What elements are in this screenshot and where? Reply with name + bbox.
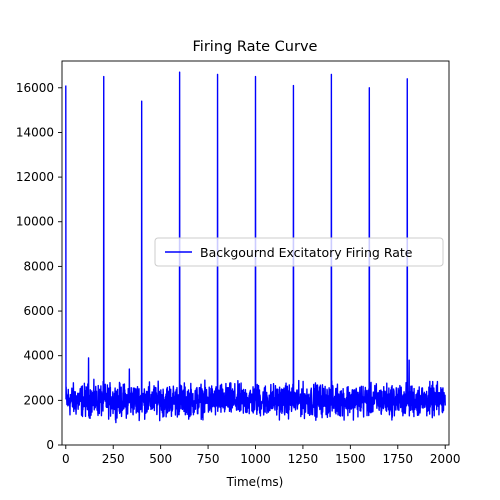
x-tick-label: 1750: [383, 452, 414, 466]
x-tick-label: 500: [149, 452, 172, 466]
chart-title: Firing Rate Curve: [193, 39, 318, 55]
x-tick-label: 250: [102, 452, 125, 466]
x-axis-ticks: 0 250 500 750 1000 1250 1500 1750 2000: [62, 445, 461, 466]
x-tick-label: 750: [197, 452, 220, 466]
plot-area: [65, 71, 446, 424]
legend-box: [154, 237, 444, 267]
y-axis-ticks: 0 2000 4000 6000 8000 10000 12000 14000 16000: [16, 81, 62, 452]
y-tick-label: 10000: [16, 215, 54, 229]
legend-entry-label: Backgournd Excitatory Firing Rate: [200, 245, 413, 260]
y-tick-label: 2000: [23, 393, 54, 407]
x-axis-label: Time(ms): [226, 475, 284, 489]
y-tick-label: 8000: [23, 259, 54, 273]
y-tick-label: 16000: [16, 81, 54, 95]
x-tick-label: 2000: [430, 452, 461, 466]
y-tick-label: 14000: [16, 125, 54, 139]
y-tick-label: 12000: [16, 170, 54, 184]
legend: Backgournd Excitatory Firing Rate: [154, 237, 444, 267]
x-tick-label: 1250: [288, 452, 319, 466]
y-tick-label: 4000: [23, 349, 54, 363]
x-tick-label: 1500: [335, 452, 366, 466]
y-tick-label: 0: [46, 438, 54, 452]
series-line: [65, 71, 446, 424]
x-tick-label: 1000: [240, 452, 271, 466]
y-tick-label: 6000: [23, 304, 54, 318]
x-tick-label: 0: [62, 452, 70, 466]
